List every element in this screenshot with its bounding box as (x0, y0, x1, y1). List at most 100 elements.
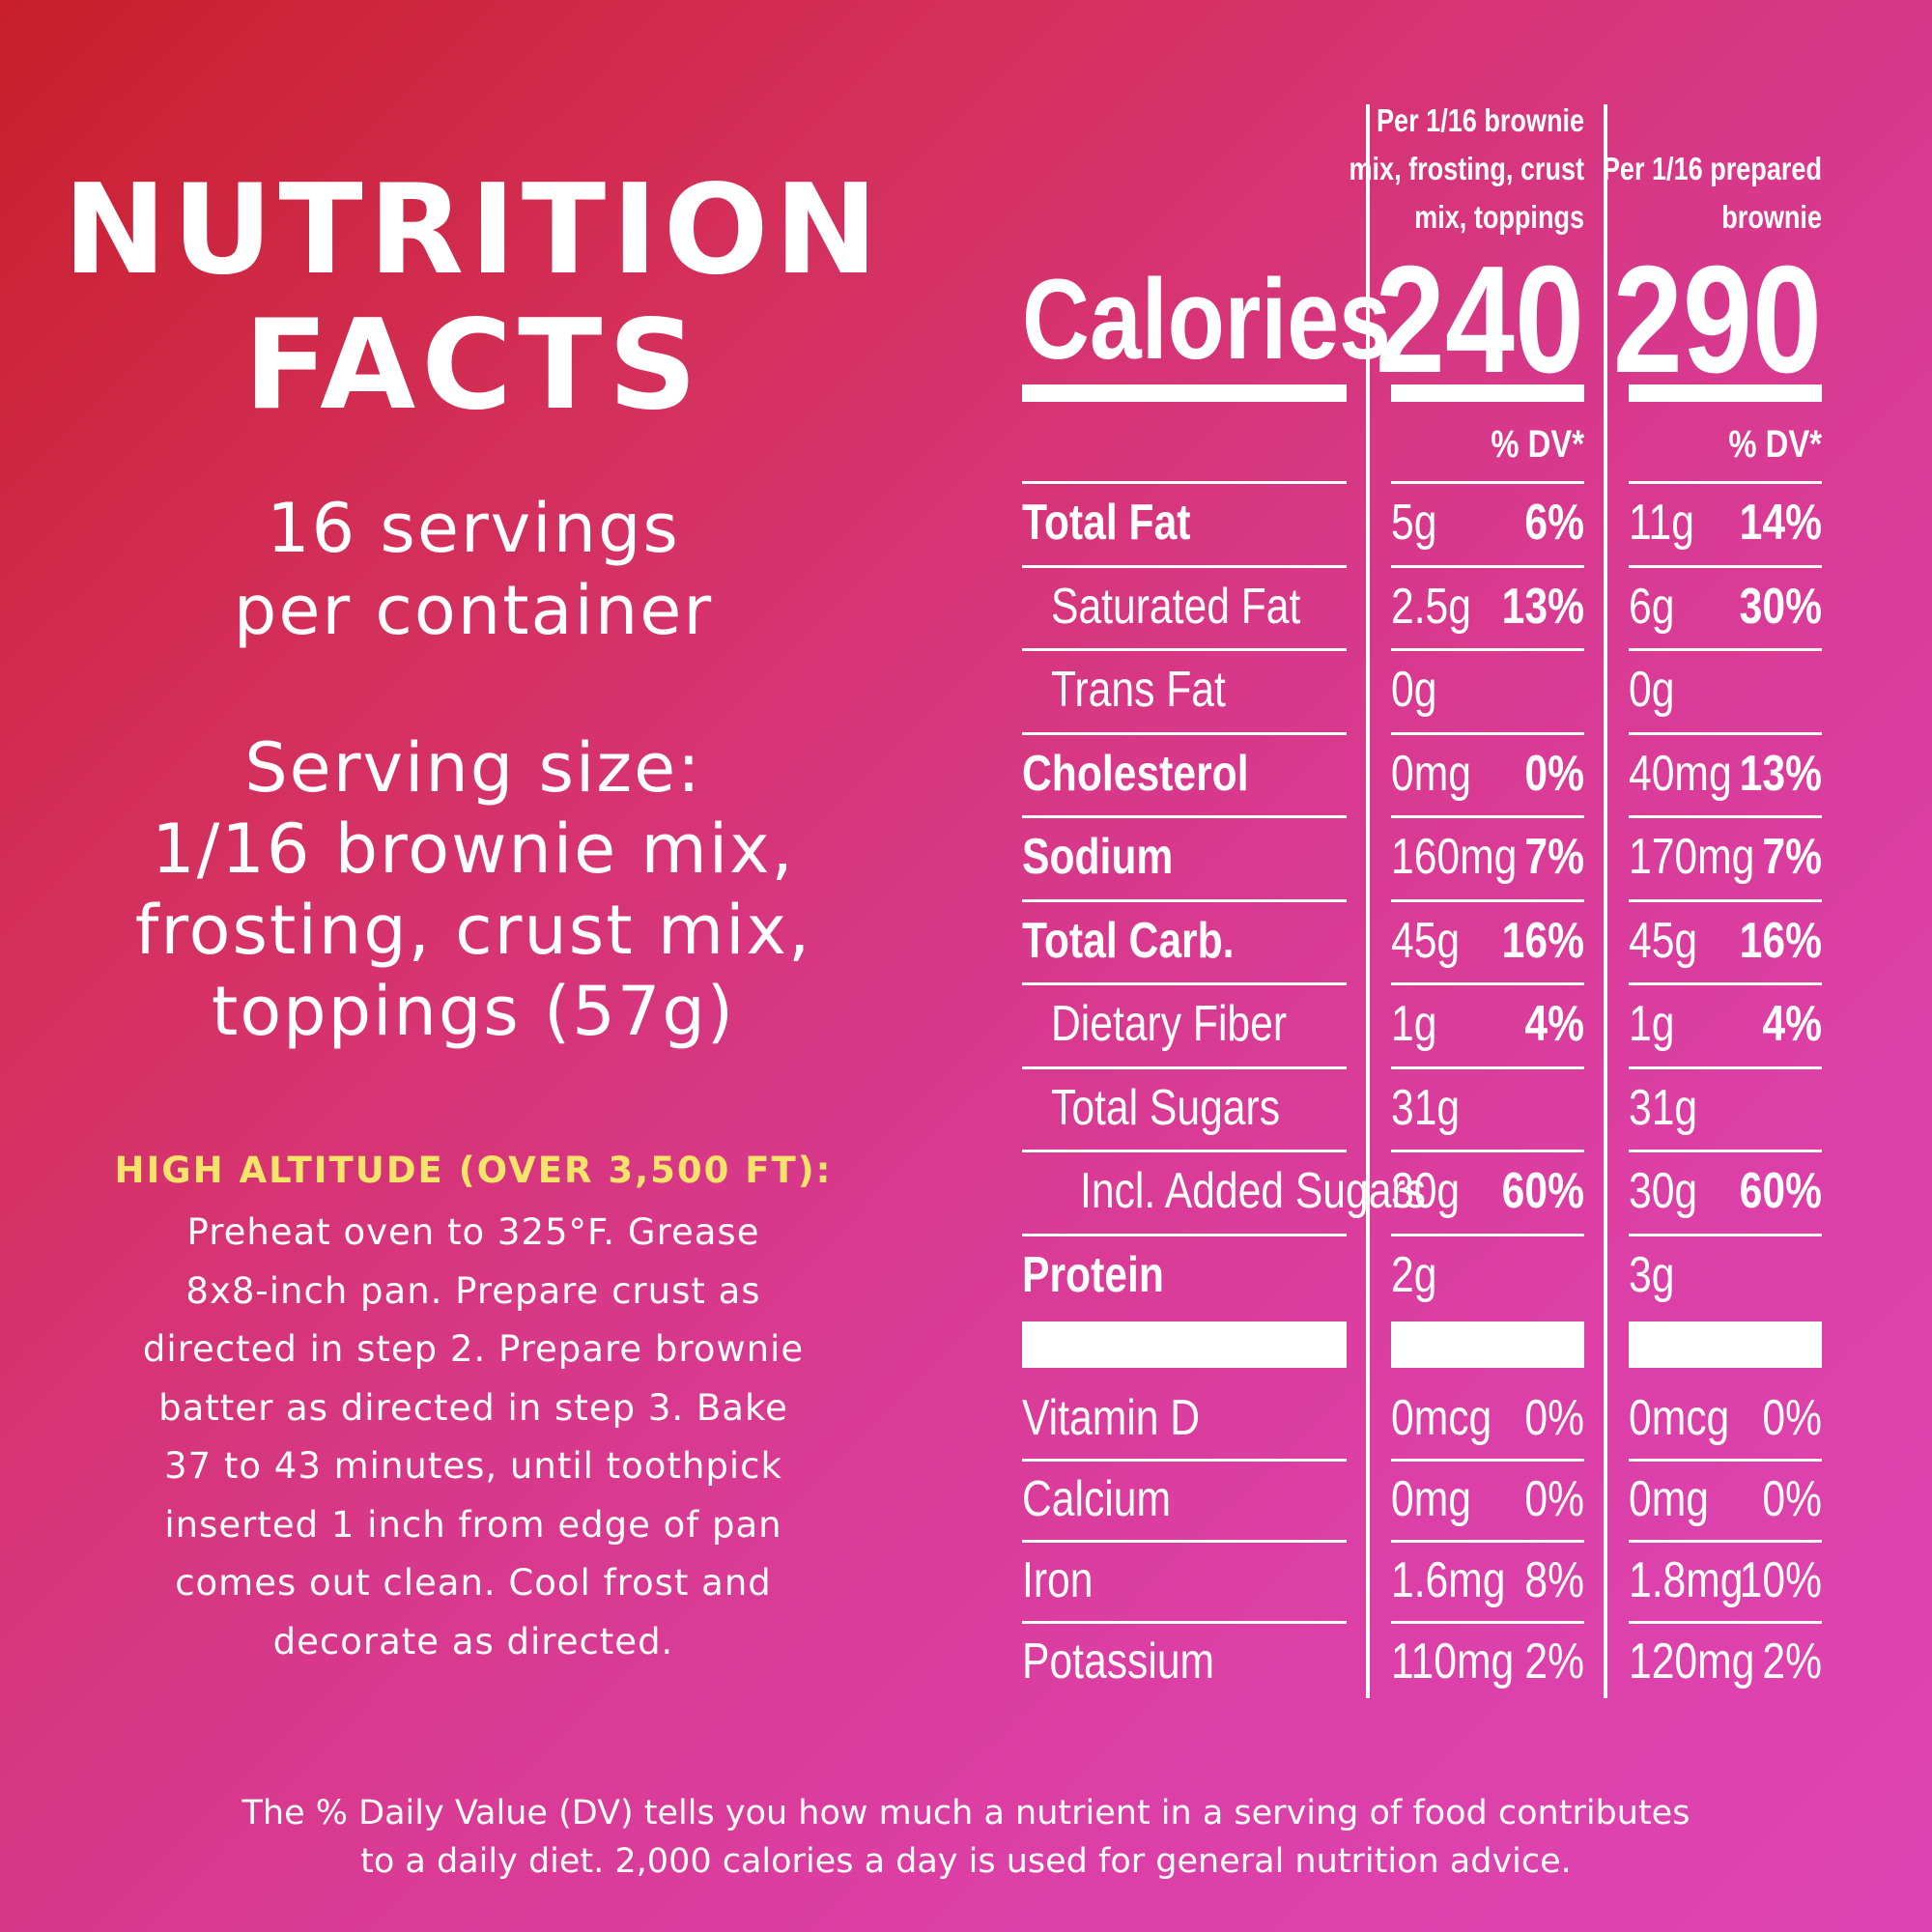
serving-size-line: 1/16 brownie mix, (152, 810, 795, 889)
row-rule (1022, 898, 1347, 902)
title-line-1: NUTRITION (63, 158, 884, 302)
dv-col-2: 13% (1739, 745, 1822, 802)
amount-col-2: 45g (1629, 912, 1698, 969)
row-rule (1629, 731, 1822, 735)
instruction-line: Preheat oven to 325°F. Grease (186, 1211, 760, 1253)
calories-value-2: 290 (1612, 235, 1822, 405)
row-rule (1629, 1459, 1822, 1462)
high-altitude-heading: HIGH ALTITUDE (OVER 3,500 FT): (114, 1150, 833, 1191)
row-rule (1391, 1150, 1584, 1152)
vitamin-name: Iron (1022, 1552, 1094, 1608)
amount-col-1: 31g (1391, 1079, 1461, 1136)
row-rule (1391, 815, 1584, 818)
dv-col-1: 0% (1524, 745, 1584, 802)
row-rule (1022, 1540, 1347, 1543)
row-rule (1629, 481, 1822, 484)
amount-col-1: 0mcg (1391, 1390, 1492, 1446)
amount-col-1: 110mg (1391, 1634, 1515, 1690)
amount-col-2: 1.8mg (1629, 1552, 1744, 1608)
instruction-line: inserted 1 inch from edge of pan (164, 1503, 782, 1546)
instruction-line: directed in step 2. Prepare brownie (142, 1328, 805, 1370)
separator-bar (1022, 1321, 1347, 1368)
serving-size-line: frosting, crust mix, (134, 891, 812, 970)
dv-col-2: 10% (1739, 1552, 1822, 1608)
row-rule (1022, 1621, 1347, 1624)
column-2-header: Per 1/16 prepared brownie (1602, 151, 1822, 235)
nutrient-name: Trans Fat (1051, 662, 1226, 718)
amount-col-1: 5g (1391, 495, 1437, 551)
nutrient-name: Total Carb. (1022, 912, 1235, 969)
row-rule (1629, 564, 1822, 568)
amount-col-2: 0mg (1629, 1471, 1709, 1527)
amount-col-2: 6g (1629, 578, 1675, 635)
dv-col-1: 4% (1524, 996, 1584, 1052)
row-rule (1629, 1621, 1822, 1624)
vitamin-name: Potassium (1022, 1634, 1215, 1690)
dv-col-2: 7% (1762, 829, 1822, 885)
separator-bar (1629, 1321, 1822, 1368)
row-rule (1629, 1540, 1822, 1543)
dv-header-2: % DV* (1728, 423, 1822, 466)
calories-value-1: 240 (1375, 235, 1584, 405)
amount-col-2: 1g (1629, 996, 1675, 1052)
amount-col-1: 2g (1391, 1246, 1437, 1303)
row-rule (1391, 1621, 1584, 1624)
row-rule (1022, 982, 1347, 985)
dv-col-1: 16% (1501, 912, 1584, 969)
instruction-line: 8x8-inch pan. Prepare crust as (185, 1269, 761, 1312)
nutrient-name: Incl. Added Sugars (1080, 1163, 1426, 1219)
row-rule (1391, 481, 1584, 484)
dv-col-2: 2% (1762, 1634, 1822, 1690)
amount-col-1: 30g (1391, 1163, 1461, 1219)
calories-label: Calories (1022, 256, 1391, 384)
row-rule (1629, 898, 1822, 902)
dv-col-1: 0% (1524, 1471, 1584, 1527)
row-rule (1391, 1233, 1584, 1236)
serving-size-label: Serving size: (244, 728, 702, 808)
instruction-line: decorate as directed. (272, 1620, 674, 1662)
instruction-line: comes out clean. Cool frost and (175, 1562, 772, 1604)
amount-col-1: 45g (1391, 912, 1461, 969)
dv-col-1: 8% (1524, 1552, 1584, 1608)
row-rule (1391, 898, 1584, 902)
dv-col-1: 2% (1524, 1634, 1584, 1690)
dv-col-1: 0% (1524, 1390, 1584, 1446)
row-rule (1022, 1065, 1347, 1069)
row-rule (1629, 1150, 1822, 1152)
dv-col-2: 14% (1739, 495, 1822, 551)
row-rule (1022, 648, 1347, 651)
amount-col-1: 0mg (1391, 1471, 1471, 1527)
row-rule (1391, 731, 1584, 735)
dv-col-2: 0% (1762, 1471, 1822, 1527)
amount-col-1: 1g (1391, 996, 1437, 1052)
amount-col-2: 170mg (1629, 829, 1755, 885)
nutrient-name: Total Fat (1022, 495, 1191, 551)
row-rule (1629, 1233, 1822, 1236)
dv-col-2: 60% (1739, 1163, 1822, 1219)
vitamin-name: Vitamin D (1022, 1390, 1201, 1446)
instruction-line: 37 to 43 minutes, until toothpick (164, 1445, 782, 1487)
dv-col-1: 6% (1524, 495, 1584, 551)
row-rule (1391, 648, 1584, 651)
servings-line-1: 16 servings (267, 489, 680, 568)
row-rule (1391, 1540, 1584, 1543)
amount-col-2: 40mg (1629, 745, 1732, 802)
serving-size-line: toppings (57g) (211, 972, 736, 1051)
row-rule (1629, 648, 1822, 651)
row-rule (1391, 982, 1584, 985)
dv-footnote: The % Daily Value (DV) tells you how muc… (242, 1794, 1690, 1881)
servings-line-2: per container (233, 571, 714, 650)
dv-col-2: 30% (1739, 578, 1822, 635)
vitamin-name: Calcium (1022, 1471, 1172, 1527)
column-divider (1604, 104, 1607, 1698)
amount-col-2: 30g (1629, 1163, 1698, 1219)
nutrient-name: Protein (1022, 1246, 1164, 1303)
dv-col-2: 0% (1762, 1390, 1822, 1446)
nutrient-name: Sodium (1022, 829, 1174, 885)
title-line-2: FACTS (243, 294, 703, 438)
nutrient-name: Total Sugars (1051, 1079, 1281, 1136)
instruction-line: batter as directed in step 3. Bake (158, 1386, 788, 1429)
amount-col-2: 31g (1629, 1079, 1698, 1136)
row-rule (1629, 982, 1822, 985)
amount-col-1: 160mg (1391, 829, 1518, 885)
